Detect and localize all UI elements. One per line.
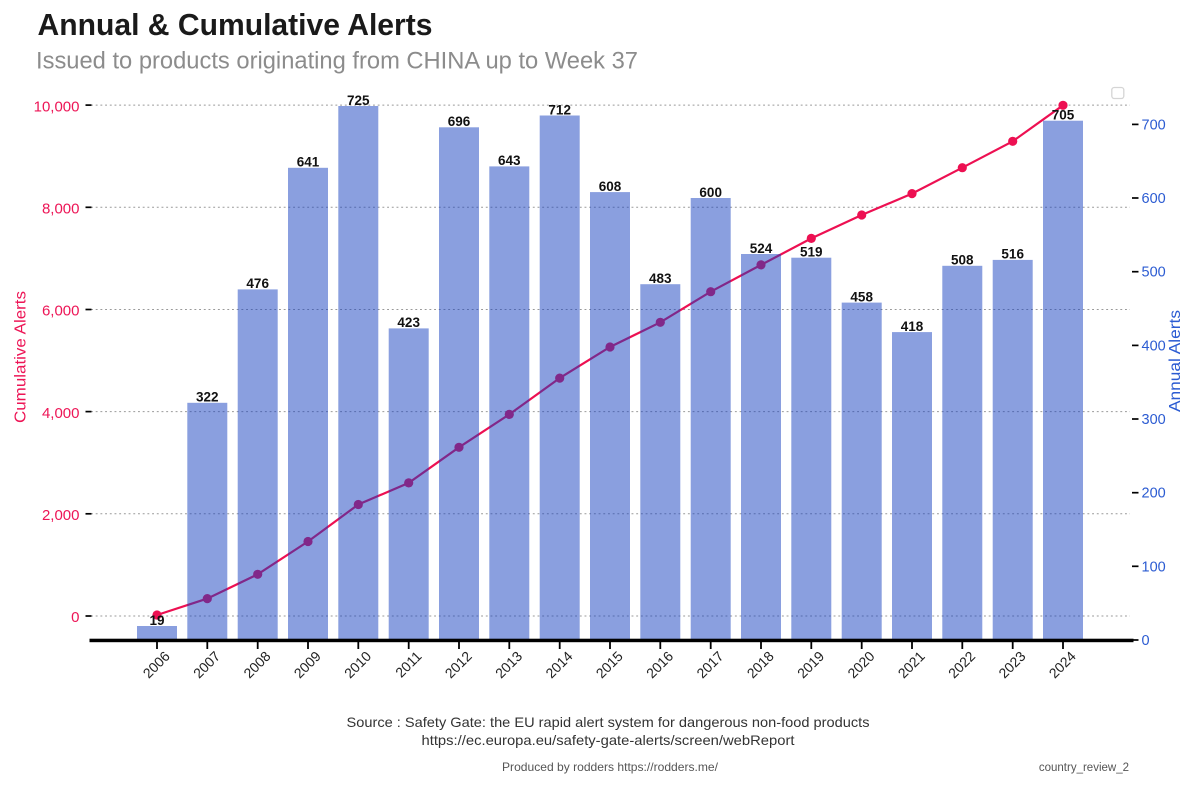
svg-text:500: 500 [1142,265,1166,281]
svg-text:641: 641 [297,155,320,170]
svg-text:524: 524 [750,241,773,256]
svg-text:8,000: 8,000 [42,201,80,218]
svg-text:600: 600 [1142,191,1166,207]
svg-text:423: 423 [397,315,420,330]
svg-text:2,000: 2,000 [42,507,80,524]
svg-text:418: 418 [901,319,924,334]
svg-text:10,000: 10,000 [34,98,80,115]
svg-text:Issued to products originating: Issued to products originating from CHIN… [36,48,638,75]
svg-text:458: 458 [850,289,873,304]
svg-text:705: 705 [1052,108,1075,123]
svg-text:508: 508 [951,253,974,268]
svg-text:Produced by rodders https://ro: Produced by rodders https://rodders.me/ [502,760,719,774]
svg-text:Annual & Cumulative Alerts: Annual & Cumulative Alerts [38,8,433,42]
svg-text:725: 725 [347,93,370,108]
svg-text:https://ec.europa.eu/safety-ga: https://ec.europa.eu/safety-gate-alerts/… [422,732,795,748]
svg-text:516: 516 [1001,247,1024,262]
svg-text:Source : Safety Gate: the EU r: Source : Safety Gate: the EU rapid alert… [347,714,870,730]
svg-text:6,000: 6,000 [42,303,80,320]
svg-text:0: 0 [1142,633,1150,649]
svg-text:200: 200 [1142,486,1166,502]
svg-text:643: 643 [498,153,521,168]
svg-text:696: 696 [448,114,471,129]
svg-text:Cumulative Alerts: Cumulative Alerts [13,291,30,423]
svg-text:country_review_2: country_review_2 [1039,762,1129,774]
svg-text:4,000: 4,000 [42,405,80,422]
svg-text:476: 476 [246,276,269,291]
svg-text:Annual Alerts: Annual Alerts [1167,310,1184,412]
svg-text:100: 100 [1142,559,1166,575]
svg-text:300: 300 [1142,412,1166,428]
svg-text:0: 0 [71,609,79,626]
svg-text:322: 322 [196,390,219,405]
svg-text:700: 700 [1142,117,1166,133]
svg-text:600: 600 [699,185,722,200]
svg-text:519: 519 [800,245,823,260]
svg-text:712: 712 [548,102,571,117]
svg-text:400: 400 [1142,338,1166,354]
svg-text:608: 608 [599,179,622,194]
svg-text:19: 19 [149,613,164,628]
svg-text:483: 483 [649,271,672,286]
